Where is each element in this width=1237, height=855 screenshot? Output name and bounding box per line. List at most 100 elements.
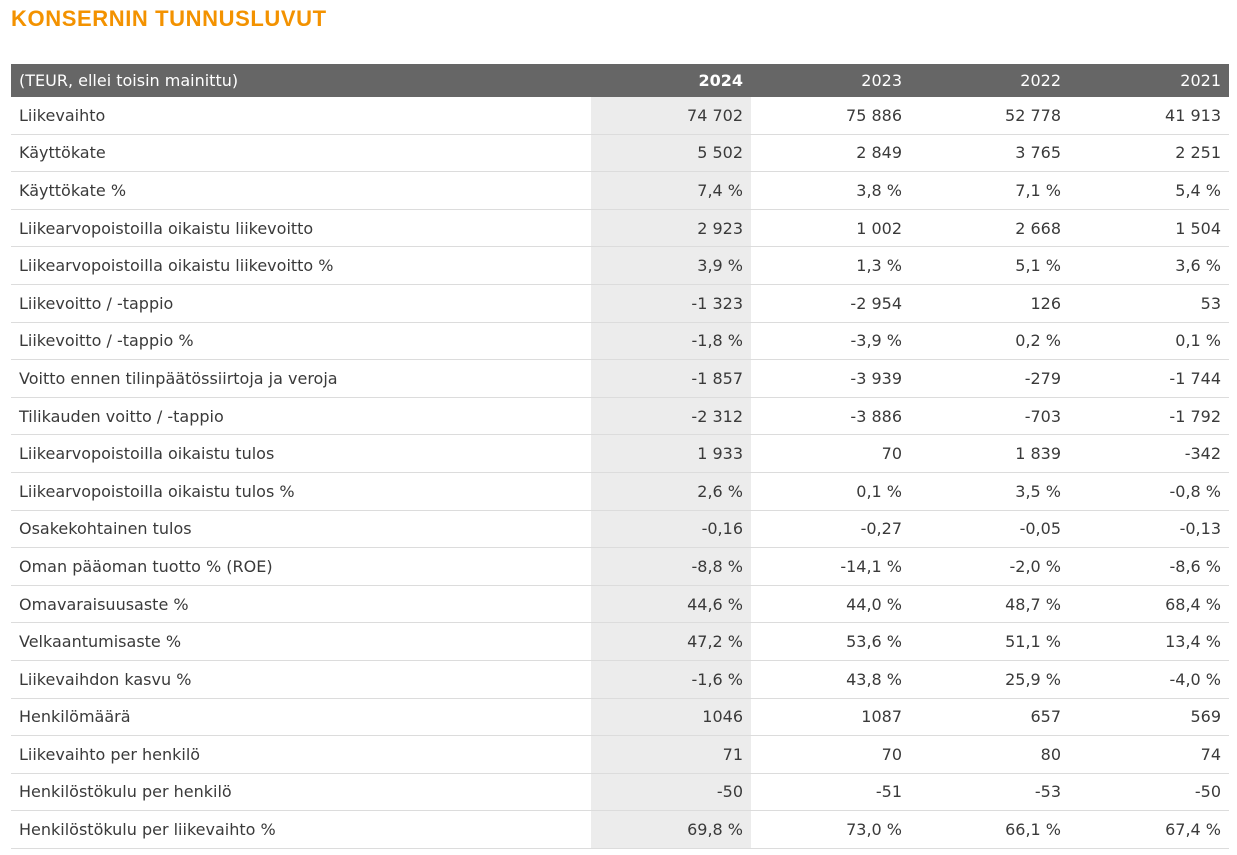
table-row: Käyttökate 5 502 2 849 3 765 2 251 (11, 134, 1229, 173)
cell-value: -4,0 % (1169, 669, 1221, 689)
table-row: Liikevaihto 74 702 75 886 52 778 41 913 (11, 97, 1229, 135)
table-row: Oman pääoman tuotto % (ROE) -8,8 % -14,1 %… (11, 548, 1229, 586)
row-label: Liikearvopoistoilla oikaistu tulos (19, 444, 275, 464)
row-label: Oman pääoman tuotto % (ROE) (19, 556, 273, 576)
table-row: Liikevoitto / -tappio % -1,8 % -3,9 % 0,2 %… (11, 322, 1229, 361)
cell-value: -1 792 (1169, 406, 1221, 426)
row-label: Henkilömäärä (19, 707, 131, 727)
key-figures-table: (TEUR, ellei toisin mainittu) 2024 2023 … (11, 64, 1229, 849)
cell-value: 2 849 (856, 143, 902, 163)
cell-value: 53 (1200, 293, 1221, 313)
row-label: Liikearvopoistoilla oikaistu tulos % (19, 481, 295, 501)
table-row: Henkilöstökulu per henkilö -50 -51 -53 -50 (11, 773, 1229, 812)
row-label: Liikearvopoistoilla oikaistu liikevoitto… (19, 256, 334, 276)
cell-value: 44,0 % (846, 594, 902, 614)
cell-value: 53,6 % (846, 632, 902, 652)
cell-value: 5,1 % (1015, 256, 1061, 276)
table-row: Osakekohtainen tulos -0,16 -0,27 -0,05 -0,13 (11, 510, 1229, 549)
table-row: Liikearvopoistoilla oikaistu tulos % 2,6 … (11, 472, 1229, 511)
row-label: Voitto ennen tilinpäätössiirtoja ja vero… (19, 368, 338, 388)
table-header: (TEUR, ellei toisin mainittu) 2024 2023 … (11, 64, 1229, 97)
cell-value: 44,6 % (591, 585, 751, 623)
table-row: Henkilöstökulu per liikevaihto % 69,8 % 73… (11, 811, 1229, 849)
cell-value: 69,8 % (591, 811, 751, 848)
cell-value: 80 (1040, 744, 1061, 764)
table-row: Henkilömäärä 1046 1087 657 569 (11, 698, 1229, 737)
cell-value: -3 939 (850, 368, 902, 388)
cell-value: 1046 (591, 698, 751, 736)
cell-value: 41 913 (1165, 105, 1221, 125)
row-label: Liikearvopoistoilla oikaistu liikevoitto (19, 218, 314, 238)
cell-value: -1 857 (591, 360, 751, 397)
row-label: Osakekohtainen tulos (19, 519, 192, 539)
cell-value: -1 744 (1169, 368, 1221, 388)
table-row: Käyttökate % 7,4 % 3,8 % 7,1 % 5,4 % (11, 172, 1229, 210)
table-row: Liikevaihto per henkilö 71 70 80 74 (11, 736, 1229, 774)
cell-value: -1,8 % (591, 322, 751, 360)
cell-value: -2,0 % (1009, 556, 1061, 576)
cell-value: 1 002 (856, 218, 902, 238)
cell-value: -8,8 % (591, 548, 751, 585)
table-row: Liikevoitto / -tappio -1 323 -2 954 126 53 (11, 284, 1229, 323)
cell-value: 7,4 % (591, 172, 751, 209)
cell-value: 126 (1030, 293, 1061, 313)
cell-value: 3,5 % (1015, 481, 1061, 501)
header-cell-label: (TEUR, ellei toisin mainittu) (19, 71, 239, 90)
row-label: Käyttökate % (19, 180, 127, 200)
cell-value: -3 886 (850, 406, 902, 426)
header-cell-2024: 2024 (698, 71, 743, 90)
cell-value: 1087 (861, 707, 902, 727)
cell-value: 70 (881, 444, 902, 464)
cell-value: 3,8 % (856, 180, 902, 200)
cell-value: 52 778 (1005, 105, 1061, 125)
row-label: Liikevaihto (19, 105, 106, 125)
row-label: Liikevaihto per henkilö (19, 744, 201, 764)
cell-value: 5,4 % (1175, 180, 1221, 200)
cell-value: 51,1 % (1005, 632, 1061, 652)
cell-value: 2 923 (591, 209, 751, 247)
cell-value: -50 (591, 773, 751, 811)
cell-value: 66,1 % (1005, 820, 1061, 840)
table-row: Liikearvopoistoilla oikaistu liikevoitto… (11, 209, 1229, 248)
cell-value: -1,6 % (591, 660, 751, 698)
cell-value: -14,1 % (840, 556, 902, 576)
table-row: Omavaraisuusaste % 44,6 % 44,0 % 48,7 % 68,4… (11, 585, 1229, 624)
cell-value: -2 312 (591, 397, 751, 435)
table-row: Velkaantumisaste % 47,2 % 53,6 % 51,1 % 13,4… (11, 623, 1229, 661)
cell-value: 657 (1030, 707, 1061, 727)
cell-value: 7,1 % (1015, 180, 1061, 200)
cell-value: -51 (875, 782, 902, 802)
cell-value: -342 (1184, 444, 1221, 464)
row-label: Henkilöstökulu per liikevaihto % (19, 820, 276, 840)
cell-value: 3 765 (1015, 143, 1061, 163)
row-label: Liikevoitto / -tappio (19, 293, 174, 313)
cell-value: 71 (591, 736, 751, 773)
cell-value: 2,6 % (591, 472, 751, 510)
cell-value: 47,2 % (591, 623, 751, 660)
cell-value: -53 (1034, 782, 1061, 802)
cell-value: 2 668 (1015, 218, 1061, 238)
cell-value: 73,0 % (846, 820, 902, 840)
cell-value: -0,05 (1019, 519, 1061, 539)
cell-value: -279 (1024, 368, 1061, 388)
cell-value: 3,9 % (591, 247, 751, 284)
cell-value: 70 (881, 744, 902, 764)
cell-value: 74 702 (591, 97, 751, 134)
cell-value: 43,8 % (846, 669, 902, 689)
cell-value: -3,9 % (850, 331, 902, 351)
cell-value: -0,8 % (1169, 481, 1221, 501)
cell-value: -703 (1024, 406, 1061, 426)
row-label: Velkaantumisaste % (19, 632, 182, 652)
cell-value: 1 504 (1175, 218, 1221, 238)
cell-value: 75 886 (846, 105, 902, 125)
row-label: Omavaraisuusaste % (19, 594, 189, 614)
table-row: Voitto ennen tilinpäätössiirtoja ja vero… (11, 360, 1229, 398)
cell-value: 48,7 % (1005, 594, 1061, 614)
cell-value: 1,3 % (856, 256, 902, 276)
row-label: Liikevoitto / -tappio % (19, 331, 194, 351)
cell-value: 1 933 (591, 435, 751, 472)
cell-value: 0,1 % (856, 481, 902, 501)
cell-value: 25,9 % (1005, 669, 1061, 689)
cell-value: 3,6 % (1175, 256, 1221, 276)
cell-value: 13,4 % (1165, 632, 1221, 652)
